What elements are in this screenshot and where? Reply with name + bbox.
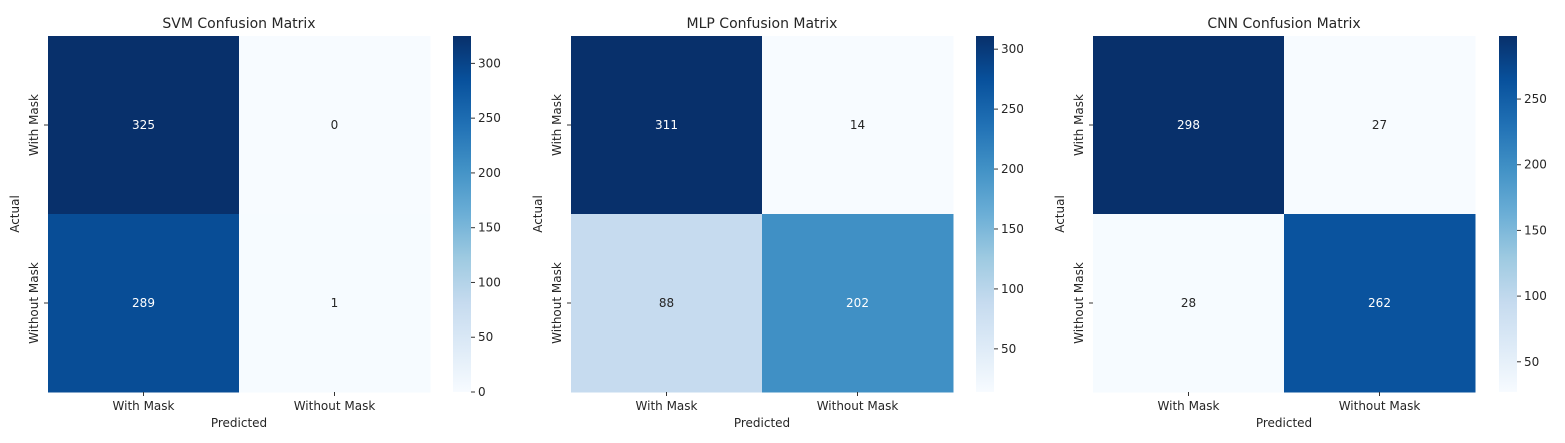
colorbar-tick-label: 0 (478, 385, 486, 399)
chart-title: SVM Confusion Matrix (162, 16, 315, 32)
heatmap-cell (571, 36, 763, 215)
x-axis-label: Predicted (1256, 416, 1312, 430)
heatmap-panel-3: CNN Confusion Matrix 298 27 28 262 With Mask W… (1053, 16, 1547, 430)
y-tick-label: Without Mask (1072, 262, 1086, 344)
cell-value-label: 27 (1372, 118, 1387, 132)
cell-value-label: 14 (850, 118, 865, 132)
cell-value-label: 88 (659, 296, 674, 310)
colorbar-tick-label: 200 (478, 166, 501, 180)
x-axis-label: Predicted (211, 416, 267, 430)
heatmap-cell (48, 214, 240, 393)
y-tick-label: Without Mask (27, 262, 41, 344)
heatmap-cell (239, 36, 431, 215)
heatmap-cell (1093, 214, 1285, 393)
colorbar (453, 36, 471, 392)
colorbar-tick-label: 300 (1001, 42, 1024, 56)
y-tick-label: With Mask (27, 94, 41, 156)
y-axis-label: Actual (8, 195, 22, 233)
x-tick-label: Without Mask (817, 399, 899, 413)
colorbar-tick-label: 200 (1524, 158, 1547, 172)
colorbar-tick-label: 250 (478, 111, 501, 125)
cell-value-label: 311 (655, 118, 678, 132)
x-axis-label: Predicted (734, 416, 790, 430)
colorbar-tick-label: 50 (1524, 355, 1539, 369)
colorbar-tick-label: 100 (1524, 289, 1547, 303)
heatmap-cell (48, 36, 240, 215)
heatmap-cell (1284, 214, 1476, 393)
heatmap-cell (571, 214, 763, 393)
colorbar-tick-label: 50 (478, 330, 493, 344)
x-tick-label: Without Mask (1339, 399, 1421, 413)
y-tick-label: With Mask (1072, 94, 1086, 156)
x-tick-label: With Mask (113, 399, 175, 413)
heatmap-cell (1093, 36, 1285, 215)
colorbar (1499, 36, 1517, 392)
colorbar-tick-label: 150 (1524, 223, 1547, 237)
heatmap-cell (1284, 36, 1476, 215)
x-tick-label: Without Mask (294, 399, 376, 413)
cell-value-label: 1 (331, 296, 339, 310)
colorbar-tick-label: 100 (478, 275, 501, 289)
heatmap-cell (762, 214, 954, 393)
y-axis-label: Actual (531, 195, 545, 233)
colorbar-tick-label: 150 (1001, 222, 1024, 236)
colorbar (976, 36, 994, 392)
heatmap-cell (762, 36, 954, 215)
colorbar-tick-label: 250 (1524, 92, 1547, 106)
heatmap-panel-2: MLP Confusion Matrix 311 14 88 202 With Mask W… (531, 16, 1024, 430)
cell-value-label: 202 (846, 296, 869, 310)
y-axis-label: Actual (1053, 195, 1067, 233)
cell-value-label: 289 (132, 296, 155, 310)
y-tick-label: Without Mask (550, 262, 564, 344)
cell-value-label: 262 (1368, 296, 1391, 310)
chart-title: MLP Confusion Matrix (687, 16, 838, 32)
x-tick-label: With Mask (1158, 399, 1220, 413)
cell-value-label: 0 (331, 118, 339, 132)
colorbar-tick-label: 100 (1001, 282, 1024, 296)
y-tick-label: With Mask (550, 94, 564, 156)
colorbar-tick-label: 300 (478, 56, 501, 70)
colorbar-tick-label: 200 (1001, 162, 1024, 176)
colorbar-tick-label: 50 (1001, 342, 1016, 356)
colorbar-tick-label: 250 (1001, 102, 1024, 116)
chart-title: CNN Confusion Matrix (1207, 16, 1360, 32)
cell-value-label: 298 (1177, 118, 1200, 132)
cell-value-label: 325 (132, 118, 155, 132)
heatmap-cell (239, 214, 431, 393)
heatmap-panel-1: SVM Confusion Matrix 325 0 289 1 With Mask Wit… (8, 16, 501, 430)
x-tick-label: With Mask (636, 399, 698, 413)
cell-value-label: 28 (1181, 296, 1196, 310)
colorbar-tick-label: 150 (478, 221, 501, 235)
